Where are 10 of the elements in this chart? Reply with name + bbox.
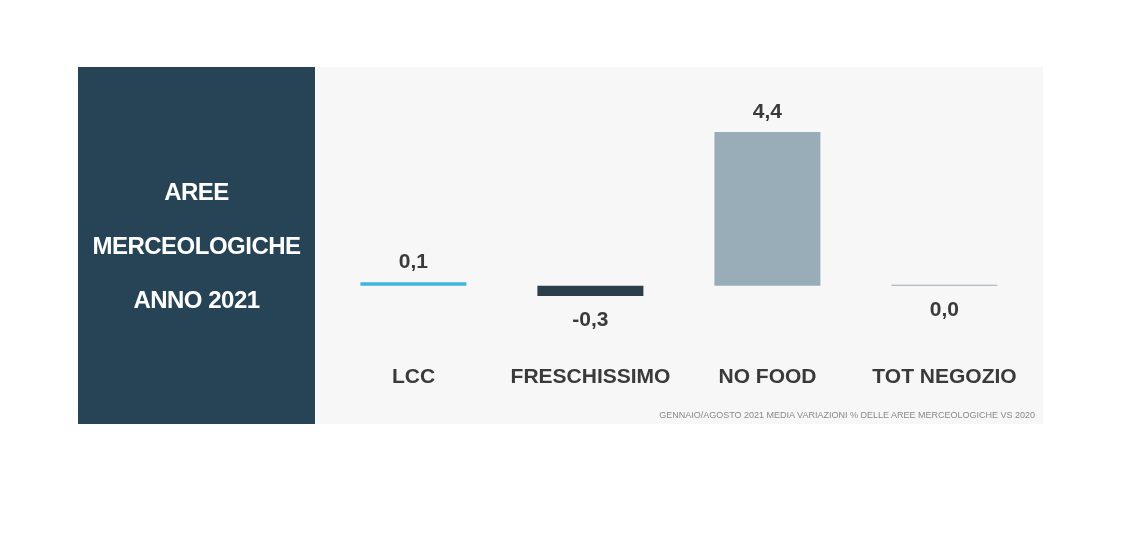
x-tick-label: FRESCHISSIMO [510,363,671,387]
data-label: 0,0 [929,296,959,320]
data-label: 0,1 [398,249,429,273]
text: AREE MERCEOLOGICHE ANNO 2021 [91,176,302,315]
x-tick-label: TOT NEGOZIO [872,363,1017,387]
text: GENNAIO/AGOSTO 2021 MEDIA VARIAZIONI % DELLE AREE MERCEOLOGICHE VS 2020 [659,410,1035,420]
x-tick-label: NO FOOD [718,363,817,387]
data-label: -0,3 [572,307,609,331]
data-label: 4,4 [752,99,783,122]
x-tick-label: LCC [391,363,436,387]
